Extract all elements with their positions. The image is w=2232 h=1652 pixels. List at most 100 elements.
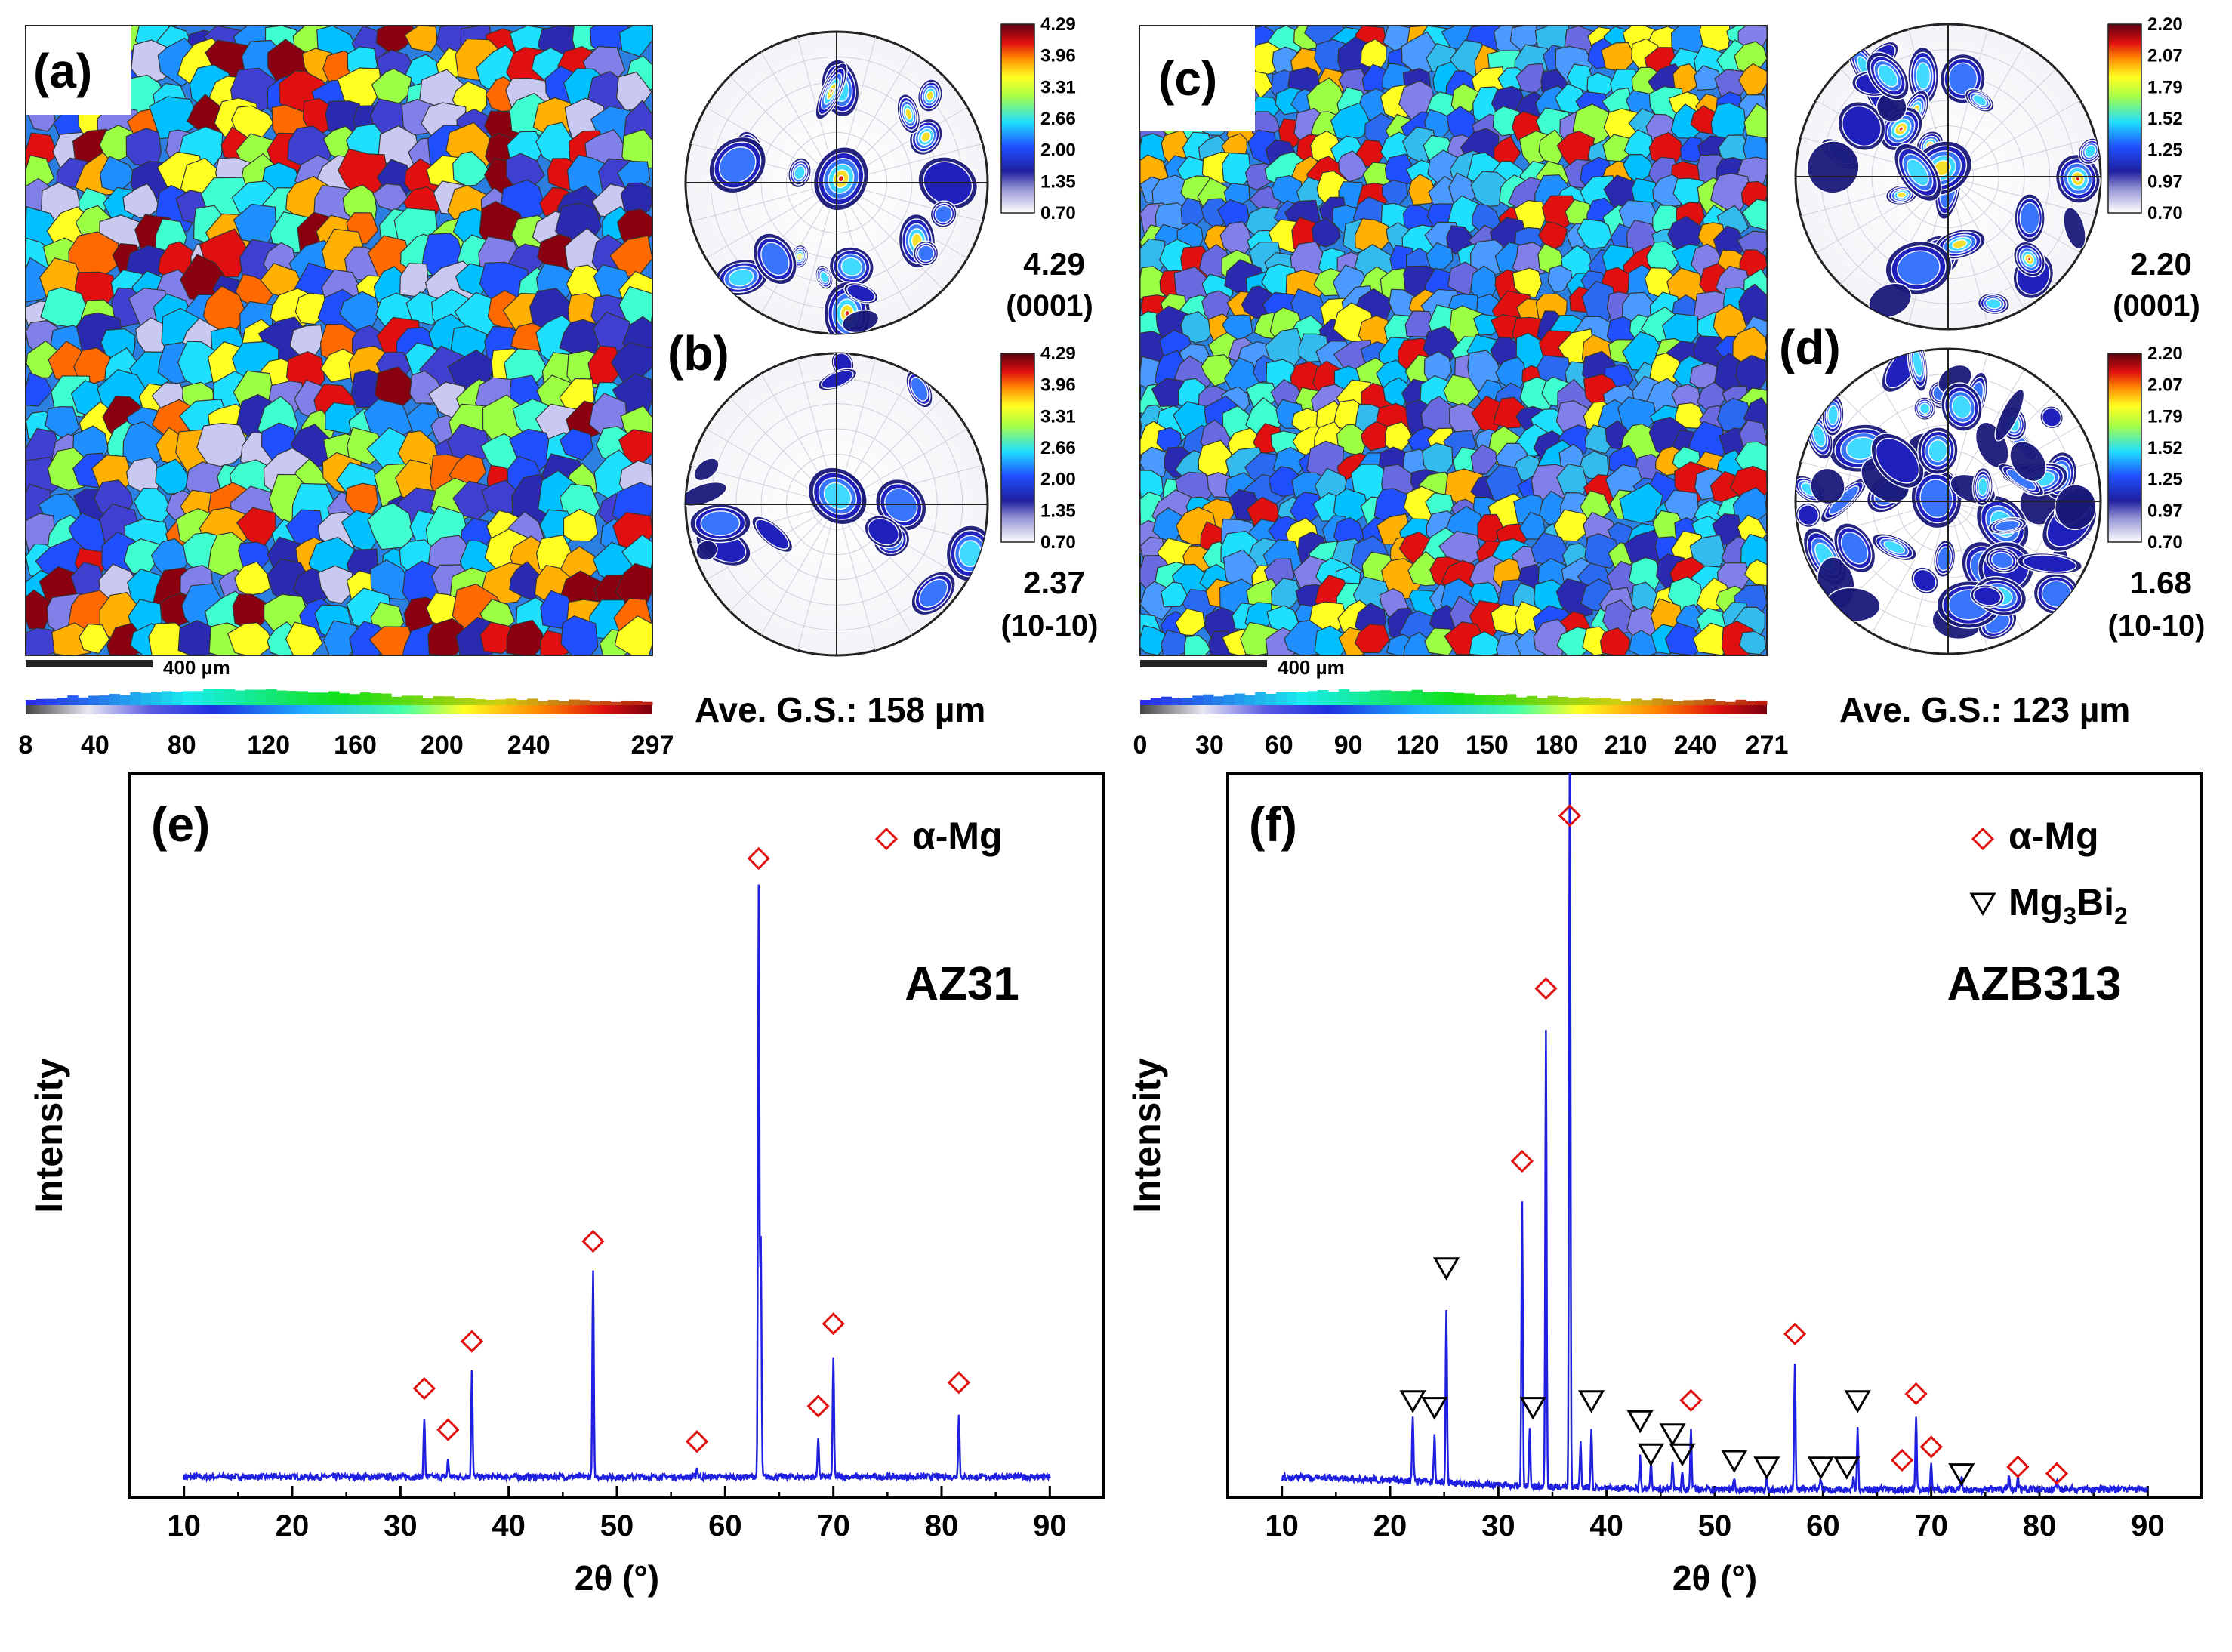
pf-scale-label: 2.00	[1040, 140, 1076, 161]
pf-intensity-contour	[718, 146, 757, 184]
histogram-bar	[516, 700, 528, 705]
x-tick-label: 90	[1033, 1509, 1067, 1543]
x-tick-label: 30	[1481, 1509, 1515, 1543]
x-tick-label: 50	[600, 1509, 634, 1543]
grain	[1175, 608, 1206, 636]
grain	[563, 508, 599, 542]
alpha-mg-marker	[1679, 1388, 1703, 1412]
pf-intensity-contour	[1951, 395, 1972, 419]
mg3bi2-marker	[1399, 1390, 1426, 1413]
grain	[1743, 103, 1768, 139]
mg3bi2-marker	[1519, 1397, 1546, 1420]
histogram-bar	[88, 695, 100, 705]
pf-intensity-contour	[1994, 519, 2021, 532]
grain	[540, 590, 575, 629]
legend-alpha-symbol	[1971, 827, 1995, 851]
alpha-mg-marker	[581, 1229, 605, 1253]
grain	[1314, 625, 1349, 656]
pf-intensity-contour	[2084, 144, 2097, 158]
grain	[1470, 171, 1507, 208]
legend-mg3bi2-symbol	[1969, 892, 1996, 917]
alpha-mg-marker	[460, 1330, 484, 1353]
histogram-bar	[1620, 701, 1632, 705]
colorbar-tick-label: 297	[631, 731, 674, 760]
histogram-bar	[297, 691, 308, 705]
colorbar-tick-label: 180	[1535, 731, 1578, 760]
panel-label-b: (b)	[667, 326, 729, 381]
histogram-bar	[381, 693, 392, 705]
legend-label: α-Mg	[2008, 815, 2099, 857]
pf-intensity-contour	[1991, 551, 2014, 569]
ebsd-map-a: (a)	[25, 25, 653, 656]
pf-intensity-contour	[867, 517, 900, 546]
grain	[1599, 627, 1631, 656]
avg-grain-size-a: Ave. G.S.: 158 µm	[695, 690, 985, 729]
grain	[1566, 63, 1593, 92]
histogram-bar	[182, 691, 193, 705]
pf-plane-c-0001: (0001)	[2113, 289, 2200, 322]
mg3bi2-marker	[1669, 1443, 1696, 1467]
grain-size-colorbar-a: 8 40 80 120 160 200 240 297	[19, 689, 674, 760]
legend-label: Mg3Bi2	[2008, 881, 2128, 929]
legend-label: α-Mg	[912, 815, 1003, 857]
x-tick-label: 40	[492, 1509, 526, 1543]
x-tick-label: 10	[1265, 1509, 1299, 1543]
pf-scale-label: 4.29	[1040, 344, 1076, 364]
pf-intensity-contour	[798, 254, 801, 259]
histogram-bar	[349, 694, 361, 705]
alpha-mg-marker	[747, 846, 770, 871]
histogram-bar	[1537, 698, 1548, 705]
panel-label-d: (d)	[1779, 320, 1841, 374]
histogram-bar	[171, 692, 183, 705]
plot-frame	[128, 772, 1105, 1499]
histogram-bar	[1370, 690, 1381, 705]
histogram-bar	[1694, 700, 1705, 705]
grain	[1664, 621, 1705, 656]
histogram-bar	[359, 692, 371, 705]
histogram-bar	[370, 693, 381, 705]
histogram-bar	[1234, 693, 1245, 705]
pf-intensity-contour	[700, 510, 741, 537]
histogram-bar	[26, 700, 37, 705]
histogram-bar	[1704, 699, 1716, 705]
alpha-mg-marker	[947, 1371, 971, 1395]
alpha-mg-marker	[2045, 1462, 2069, 1485]
legend-alpha-symbol	[874, 827, 899, 851]
histogram-bar	[1589, 698, 1601, 705]
x-tick-label: 60	[1806, 1509, 1840, 1543]
grain	[227, 622, 274, 656]
grain	[318, 565, 355, 604]
pf-scale-label: 0.97	[2147, 501, 2183, 521]
histogram-bar	[1349, 691, 1360, 705]
y-axis-label: Intensity	[1126, 1058, 1168, 1213]
pf-intensity-contour	[2063, 207, 2086, 250]
histogram-bar	[35, 698, 48, 705]
pf-intensity-contour	[2022, 554, 2077, 573]
grain	[621, 128, 653, 170]
histogram-bar	[266, 689, 277, 705]
histogram-bar	[1380, 690, 1392, 705]
histogram-bar	[579, 700, 590, 705]
pf-intensity-contour	[1840, 532, 1869, 565]
histogram-bar	[1599, 698, 1611, 705]
pf-intensity-contour	[1972, 586, 2002, 606]
histogram-bar	[140, 692, 152, 705]
pf-intensity-contour	[2009, 440, 2047, 482]
pf-scale-label: 0.70	[2147, 532, 2183, 553]
histogram-bar	[234, 690, 245, 705]
histogram-bar	[1275, 692, 1287, 705]
grain	[404, 25, 438, 53]
pf-intensity-contour	[693, 458, 720, 482]
histogram-bar	[130, 692, 141, 705]
pf-intensity-contour	[846, 284, 876, 303]
histogram-bar	[328, 691, 340, 705]
grain	[1426, 242, 1454, 270]
grain	[322, 620, 359, 656]
pf-scale-label: 2.07	[2147, 46, 2183, 66]
grain	[26, 340, 60, 379]
pf-intensity-contour	[905, 107, 913, 120]
mg3bi2-marker	[1753, 1456, 1780, 1480]
histogram-bar	[631, 701, 643, 705]
pf-intensity-contour	[917, 245, 935, 262]
